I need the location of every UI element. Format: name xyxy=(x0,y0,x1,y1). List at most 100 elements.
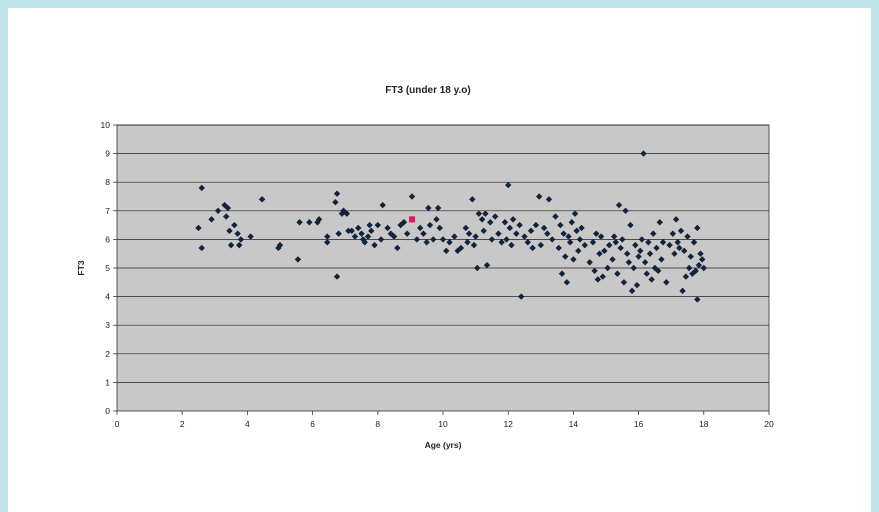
data-point xyxy=(627,221,634,229)
data-point xyxy=(403,230,411,237)
data-point xyxy=(560,230,567,237)
data-point xyxy=(630,264,637,272)
data-point xyxy=(475,210,483,217)
data-point xyxy=(439,236,447,243)
data-point xyxy=(469,196,476,203)
data-point xyxy=(599,273,606,280)
data-point xyxy=(521,233,528,240)
data-point xyxy=(247,233,254,240)
data-point xyxy=(557,221,564,229)
data-point xyxy=(544,230,551,237)
data-point xyxy=(654,267,662,275)
data-point xyxy=(632,241,639,249)
data-point xyxy=(480,227,487,235)
data-point xyxy=(394,244,401,252)
data-point xyxy=(276,241,284,249)
data-point xyxy=(335,230,342,237)
data-point xyxy=(315,216,323,223)
data-point xyxy=(384,224,391,232)
data-point xyxy=(692,267,699,275)
data-point xyxy=(491,213,499,220)
data-point xyxy=(400,219,408,226)
data-point xyxy=(361,239,368,246)
data-point xyxy=(324,239,331,246)
data-point xyxy=(566,239,574,246)
data-point xyxy=(364,233,372,240)
data-point xyxy=(208,216,215,223)
data-point xyxy=(698,256,706,263)
data-point xyxy=(545,196,553,203)
data-point xyxy=(443,247,450,255)
data-point xyxy=(332,199,339,206)
data-point xyxy=(470,241,478,249)
data-point xyxy=(408,193,416,200)
data-point xyxy=(508,241,515,249)
data-point xyxy=(628,287,636,295)
data-point xyxy=(488,236,496,243)
data-point xyxy=(558,270,566,277)
data-point xyxy=(474,264,481,272)
x-tick-label: 2 xyxy=(180,419,185,429)
data-point xyxy=(457,244,465,252)
data-point xyxy=(619,236,626,243)
data-point xyxy=(677,227,685,235)
data-point xyxy=(575,247,582,255)
data-point xyxy=(666,241,673,249)
data-point xyxy=(483,261,491,269)
data-point xyxy=(640,150,647,157)
data-point xyxy=(333,273,341,280)
data-point xyxy=(597,233,605,240)
y-tick-label: 9 xyxy=(105,149,110,159)
data-point xyxy=(669,230,677,237)
x-tick-label: 12 xyxy=(503,419,513,429)
data-point xyxy=(374,221,381,229)
data-point xyxy=(503,236,510,243)
data-point xyxy=(684,233,691,240)
data-point xyxy=(236,241,243,249)
data-point xyxy=(535,193,543,200)
data-point xyxy=(695,261,703,269)
data-point xyxy=(656,219,663,226)
data-point xyxy=(609,256,616,263)
data-point xyxy=(685,264,693,272)
data-point xyxy=(377,236,385,243)
data-point xyxy=(296,219,303,226)
data-point xyxy=(637,247,644,255)
x-tick-label: 8 xyxy=(375,419,380,429)
data-point xyxy=(643,270,650,277)
data-point xyxy=(614,270,621,277)
data-point xyxy=(464,239,471,246)
data-point xyxy=(516,221,523,229)
data-point xyxy=(606,241,613,249)
data-point xyxy=(694,296,701,303)
x-tick-label: 14 xyxy=(569,419,579,429)
data-point xyxy=(223,213,230,220)
data-point xyxy=(306,219,313,226)
data-point xyxy=(532,221,540,229)
data-point xyxy=(430,236,437,243)
data-point xyxy=(697,250,704,257)
data-point xyxy=(355,224,362,232)
data-point xyxy=(576,236,584,243)
data-point xyxy=(610,233,618,240)
data-point xyxy=(679,287,686,295)
data-point xyxy=(648,276,655,283)
data-point xyxy=(617,244,624,252)
data-points xyxy=(195,150,707,303)
data-point xyxy=(425,204,432,212)
data-point xyxy=(195,224,202,232)
data-point xyxy=(663,279,670,286)
data-point xyxy=(358,230,365,237)
data-point xyxy=(694,224,701,232)
y-tick-label: 6 xyxy=(105,234,110,244)
data-point xyxy=(604,264,611,272)
data-point xyxy=(672,216,680,223)
data-point xyxy=(620,279,628,286)
highlighted-data-point xyxy=(409,216,416,223)
data-point xyxy=(294,256,302,263)
data-point xyxy=(635,253,642,260)
data-point xyxy=(345,227,352,235)
data-point xyxy=(601,247,608,255)
